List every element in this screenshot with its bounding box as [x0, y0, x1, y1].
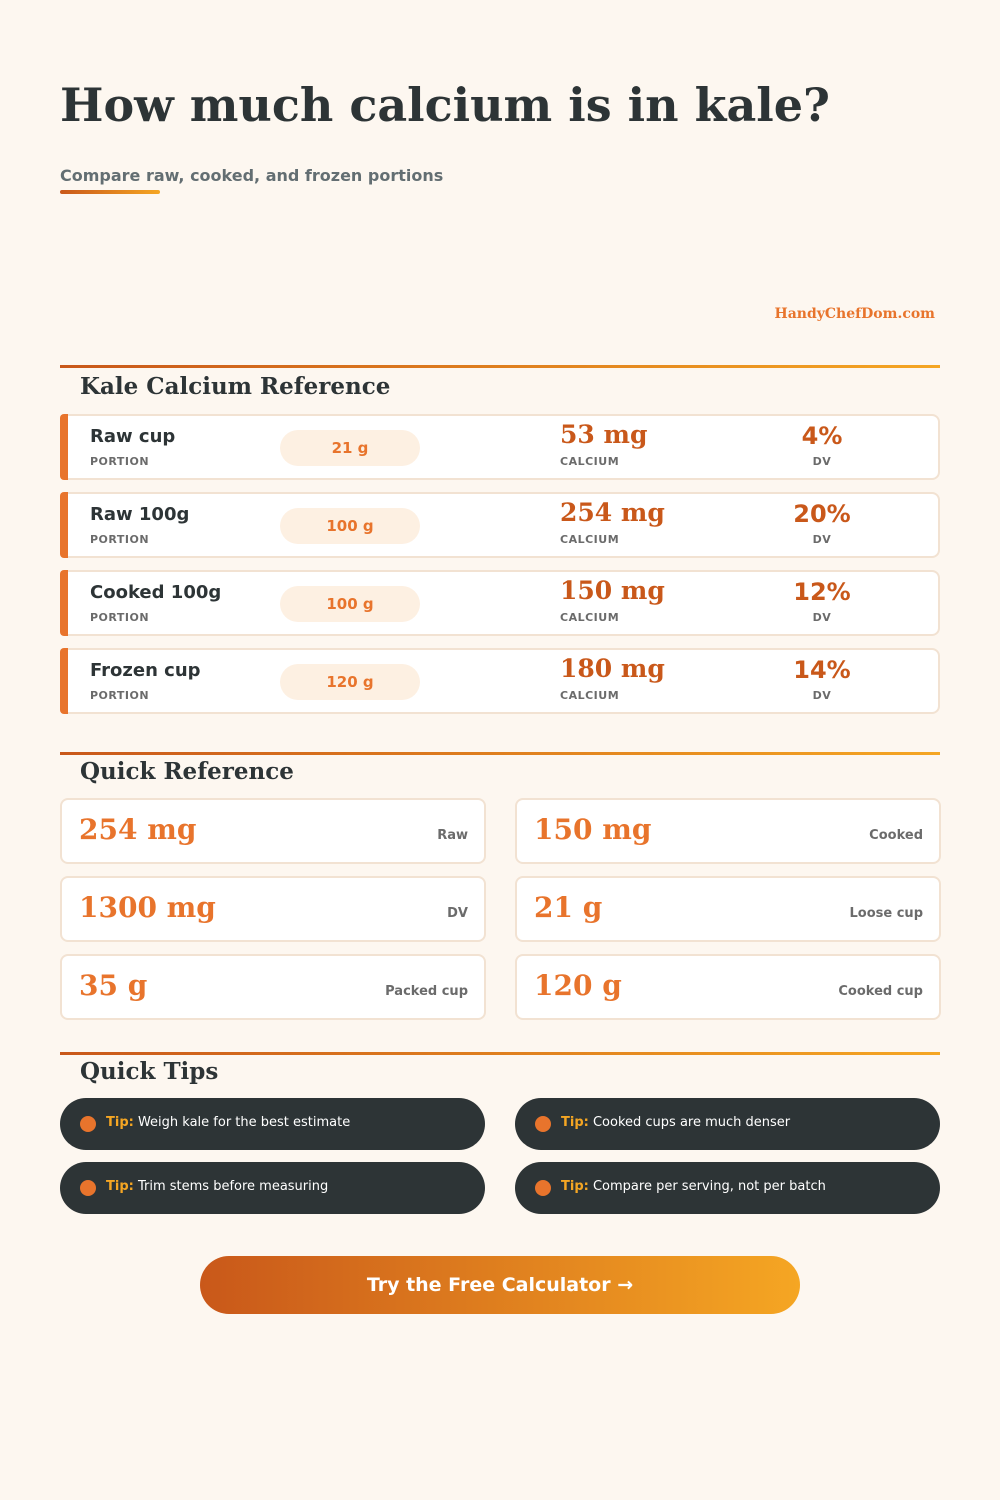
calcium-value: 180 mg — [560, 654, 665, 683]
tip-text: Tip: Compare per serving, not per batch — [561, 1179, 826, 1194]
quick-reference-value: 120 g — [534, 969, 622, 1002]
grams-pill: 100 g — [280, 586, 420, 622]
quick-reference-value: 35 g — [79, 969, 148, 1002]
tip-prefix: Tip: — [106, 1115, 134, 1130]
section-divider — [60, 752, 940, 755]
section-divider — [60, 1052, 940, 1055]
calcium-label: CALCIUM — [560, 533, 620, 546]
quick-reference-card: 35 g Packed cup — [60, 954, 486, 1020]
tip-prefix: Tip: — [561, 1115, 589, 1130]
reference-row: Frozen cup PORTION 120 g 180 mg CALCIUM … — [60, 648, 940, 714]
tip-body: Compare per serving, not per batch — [592, 1179, 826, 1194]
dv-value: 14% — [793, 656, 851, 684]
quick-reference-section-title: Quick Reference — [80, 758, 294, 785]
calcium-label: CALCIUM — [560, 611, 620, 624]
tip-bullet-icon — [535, 1180, 551, 1196]
grams-pill: 100 g — [280, 508, 420, 544]
grams-pill: 120 g — [280, 664, 420, 700]
quick-reference-label: Raw — [437, 828, 468, 843]
tip-body: Trim stems before measuring — [137, 1179, 329, 1194]
quick-reference-label: Cooked cup — [838, 984, 923, 999]
tip-bullet-icon — [80, 1180, 96, 1196]
reference-row: Raw cup PORTION 21 g 53 mg CALCIUM 4% DV — [60, 414, 940, 480]
quick-reference-value: 1300 mg — [79, 891, 216, 924]
tip-bullet-icon — [80, 1116, 96, 1132]
brand-link[interactable]: HandyChefDom.com — [774, 306, 936, 322]
tip-pill: Tip: Trim stems before measuring — [60, 1162, 485, 1214]
quick-reference-value: 150 mg — [534, 813, 652, 846]
portion-label: PORTION — [90, 455, 150, 468]
quick-reference-value: 21 g — [534, 891, 603, 924]
calcium-value: 254 mg — [560, 498, 665, 527]
dv-label: DV — [812, 455, 832, 468]
page-title: How much calcium is in kale? — [60, 78, 830, 132]
quick-reference-card: 1300 mg DV — [60, 876, 486, 942]
quick-reference-card: 150 mg Cooked — [515, 798, 941, 864]
tip-body: Weigh kale for the best estimate — [137, 1115, 351, 1130]
dv-label: DV — [812, 689, 832, 702]
tip-body: Cooked cups are much denser — [592, 1115, 791, 1130]
quick-reference-card: 120 g Cooked cup — [515, 954, 941, 1020]
reference-section-title: Kale Calcium Reference — [80, 373, 391, 400]
portion-label: PORTION — [90, 611, 150, 624]
portion-label: PORTION — [90, 533, 150, 546]
portion-name: Raw cup — [90, 426, 176, 447]
portion-name: Raw 100g — [90, 504, 190, 525]
grams-pill: 21 g — [280, 430, 420, 466]
dv-label: DV — [812, 533, 832, 546]
page-subtitle: Compare raw, cooked, and frozen portions — [60, 166, 444, 185]
portion-name: Frozen cup — [90, 660, 201, 681]
dv-value: 20% — [793, 500, 851, 528]
calcium-value: 53 mg — [560, 420, 648, 449]
dv-value: 12% — [793, 578, 851, 606]
calcium-label: CALCIUM — [560, 455, 620, 468]
tip-text: Tip: Trim stems before measuring — [106, 1179, 328, 1194]
reference-row: Cooked 100g PORTION 100 g 150 mg CALCIUM… — [60, 570, 940, 636]
quick-reference-label: Packed cup — [385, 984, 468, 999]
reference-row: Raw 100g PORTION 100 g 254 mg CALCIUM 20… — [60, 492, 940, 558]
quick-reference-card: 254 mg Raw — [60, 798, 486, 864]
calcium-value: 150 mg — [560, 576, 665, 605]
section-divider — [60, 365, 940, 368]
quick-reference-card: 21 g Loose cup — [515, 876, 941, 942]
tip-bullet-icon — [535, 1116, 551, 1132]
tip-prefix: Tip: — [561, 1179, 589, 1194]
portion-name: Cooked 100g — [90, 582, 222, 603]
tip-text: Tip: Cooked cups are much denser — [561, 1115, 790, 1130]
tip-pill: Tip: Compare per serving, not per batch — [515, 1162, 940, 1214]
quick-reference-label: Cooked — [869, 828, 923, 843]
tips-section-title: Quick Tips — [80, 1058, 219, 1085]
calculator-cta-button[interactable]: Try the Free Calculator → — [200, 1256, 800, 1314]
tip-pill: Tip: Weigh kale for the best estimate — [60, 1098, 485, 1150]
dv-value: 4% — [801, 422, 843, 450]
portion-label: PORTION — [90, 689, 150, 702]
tip-prefix: Tip: — [106, 1179, 134, 1194]
quick-reference-label: DV — [447, 906, 468, 921]
quick-reference-label: Loose cup — [849, 906, 924, 921]
calcium-label: CALCIUM — [560, 689, 620, 702]
tip-text: Tip: Weigh kale for the best estimate — [106, 1115, 350, 1130]
tip-pill: Tip: Cooked cups are much denser — [515, 1098, 940, 1150]
dv-label: DV — [812, 611, 832, 624]
quick-reference-value: 254 mg — [79, 813, 197, 846]
subtitle-underline — [60, 190, 160, 194]
